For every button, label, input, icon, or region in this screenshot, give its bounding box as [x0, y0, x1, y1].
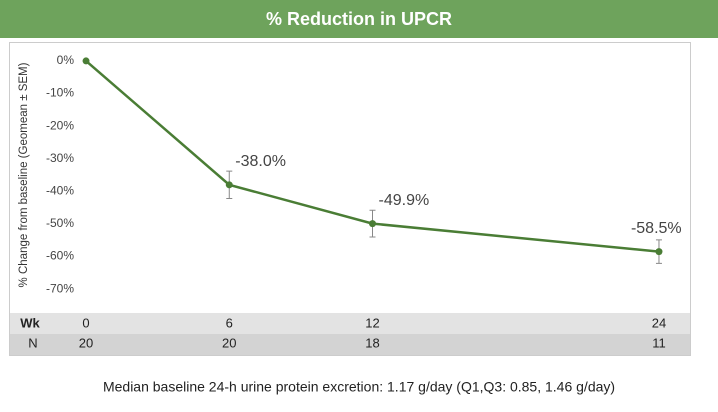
series-line [85, 59, 660, 253]
point [225, 181, 233, 189]
y-tick-label: 0% [57, 53, 75, 67]
y-axis-label: % Change from baseline (Geomean ± SEM) [18, 62, 30, 287]
n-label: N [28, 335, 37, 350]
wk-label: Wk [20, 315, 40, 330]
x-tick-label: 0 [82, 315, 89, 330]
y-tick-label: -60% [46, 249, 74, 263]
n-row [10, 334, 690, 355]
chart-title: % Reduction in UPCR [266, 9, 452, 29]
data-label: -58.5% [631, 220, 682, 237]
n-value: 20 [79, 335, 93, 350]
x-tick-label: 6 [226, 315, 233, 330]
footnote: Median baseline 24-h urine protein excre… [103, 379, 615, 395]
n-value: 20 [222, 335, 236, 350]
title-bar [0, 0, 718, 38]
n-value: 11 [652, 335, 666, 350]
point [82, 57, 90, 65]
point [369, 220, 376, 228]
point [655, 248, 663, 256]
y-tick-label: -40% [46, 184, 74, 198]
y-tick-label: -30% [46, 151, 74, 165]
data-label: -38.0% [235, 153, 286, 170]
wk-row [10, 313, 690, 334]
y-tick-label: -70% [46, 281, 74, 295]
n-value: 18 [365, 335, 379, 350]
data-label: -49.9% [379, 192, 430, 209]
y-tick-label: -20% [46, 118, 74, 132]
x-tick-label: 12 [365, 315, 379, 330]
x-tick-label: 24 [652, 315, 666, 330]
y-tick-label: -10% [46, 86, 74, 100]
plot-frame [9, 42, 691, 356]
y-tick-label: -50% [46, 216, 74, 230]
